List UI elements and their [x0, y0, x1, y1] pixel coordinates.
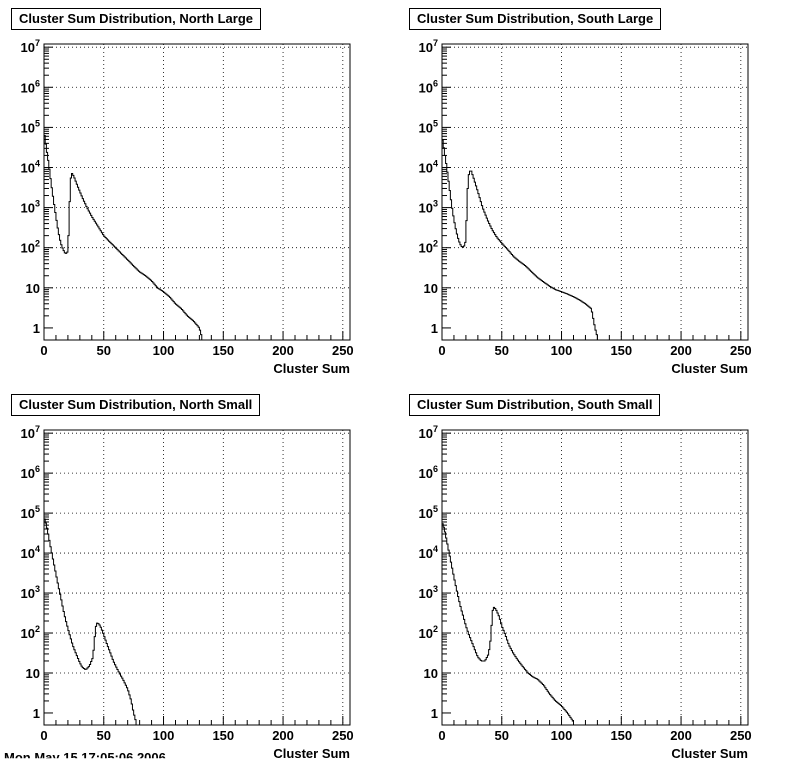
y-tick-label: 103	[21, 199, 40, 216]
y-tick-label: 10	[424, 666, 438, 681]
chart-title-north-large: Cluster Sum Distribution, North Large	[11, 8, 262, 30]
y-tick-label: 106	[419, 464, 438, 481]
x-axis-label: Cluster Sum	[273, 361, 350, 376]
y-tick-label: 1	[33, 706, 40, 721]
y-tick-label: 104	[419, 158, 438, 175]
x-tick-label: 100	[153, 343, 175, 358]
x-tick-label: 250	[332, 728, 354, 743]
y-tick-label: 102	[21, 239, 40, 256]
histogram-line	[44, 518, 137, 725]
x-tick-label: 50	[495, 728, 509, 743]
y-tick-label: 105	[419, 504, 438, 521]
x-tick-label: 150	[212, 343, 234, 358]
y-tick-label: 105	[21, 118, 40, 135]
x-tick-label: 150	[610, 728, 632, 743]
y-tick-label: 104	[21, 158, 40, 175]
histogram-line	[442, 139, 598, 340]
y-tick-label: 107	[419, 38, 438, 55]
footer-timestamp: Mon May 15 17:05:06 2006	[4, 750, 166, 765]
y-tick-label: 106	[419, 78, 438, 95]
y-tick-label: 106	[21, 464, 40, 481]
y-tick-label: 103	[419, 584, 438, 601]
plot-frame	[43, 429, 351, 726]
histogram-line	[44, 135, 203, 340]
x-tick-label: 200	[272, 343, 294, 358]
chart-title-south-large: Cluster Sum Distribution, South Large	[409, 8, 662, 30]
panel-north-small: 0 50 100 150 200 250 1 10 102 103 104 105 106 107 Clus…	[21, 424, 354, 761]
x-tick-label: 100	[551, 728, 573, 743]
y-tick-label: 10	[26, 666, 40, 681]
y-tick-label: 102	[21, 624, 40, 641]
y-tick-label: 105	[419, 118, 438, 135]
plot-frame	[43, 43, 351, 341]
plot-frame-border	[441, 429, 749, 726]
plot-frame-border	[43, 429, 351, 726]
x-tick-label: 150	[212, 728, 234, 743]
x-tick-label: 50	[495, 343, 509, 358]
plot-frame	[441, 43, 749, 341]
x-axis-label: Cluster Sum	[671, 361, 748, 376]
y-tick-label: 106	[21, 78, 40, 95]
x-tick-label: 250	[730, 728, 752, 743]
x-tick-label: 200	[670, 343, 692, 358]
y-tick-label: 107	[21, 424, 40, 441]
y-tick-label: 104	[419, 544, 438, 561]
y-tick-label: 1	[431, 321, 438, 336]
x-axis-label: Cluster Sum	[273, 746, 350, 761]
x-tick-label: 100	[153, 728, 175, 743]
y-tick-label: 107	[419, 424, 438, 441]
y-tick-label: 104	[21, 544, 40, 561]
y-tick-label: 1	[33, 321, 40, 336]
y-tick-label: 103	[419, 199, 438, 216]
y-tick-label: 103	[21, 584, 40, 601]
y-tick-label: 1	[431, 706, 438, 721]
x-tick-label: 250	[332, 343, 354, 358]
y-tick-label: 102	[419, 624, 438, 641]
x-axis-label: Cluster Sum	[671, 746, 748, 761]
histogram-line	[442, 523, 574, 725]
panel-south-large: 0 50 100 150 200 250 1 10 102 103 104 105 106 107 Clus…	[419, 38, 752, 376]
x-tick-label: 150	[610, 343, 632, 358]
plot-frame-border	[441, 43, 749, 341]
y-tick-label: 107	[21, 38, 40, 55]
plot-frame-border	[43, 43, 351, 341]
x-tick-label: 50	[97, 728, 111, 743]
x-tick-label: 0	[438, 343, 445, 358]
x-tick-label: 200	[272, 728, 294, 743]
y-tick-label: 105	[21, 504, 40, 521]
panel-south-small: 0 50 100 150 200 250 1 10 102 103 104 105 106 107 Clus…	[419, 424, 752, 761]
chart-title-north-small: Cluster Sum Distribution, North Small	[11, 394, 261, 416]
x-tick-label: 250	[730, 343, 752, 358]
x-tick-label: 0	[438, 728, 445, 743]
plot-frame	[441, 429, 749, 726]
x-tick-label: 0	[40, 728, 47, 743]
x-tick-label: 100	[551, 343, 573, 358]
panel-north-large: 0 50 100 150 200 250 1 10 102 103 104 105 106 107 Clus…	[21, 38, 354, 376]
x-tick-label: 50	[97, 343, 111, 358]
chart-title-south-small: Cluster Sum Distribution, South Small	[409, 394, 661, 416]
x-tick-label: 0	[40, 343, 47, 358]
x-tick-label: 200	[670, 728, 692, 743]
y-tick-label: 10	[424, 281, 438, 296]
y-tick-label: 10	[26, 281, 40, 296]
y-tick-label: 102	[419, 239, 438, 256]
